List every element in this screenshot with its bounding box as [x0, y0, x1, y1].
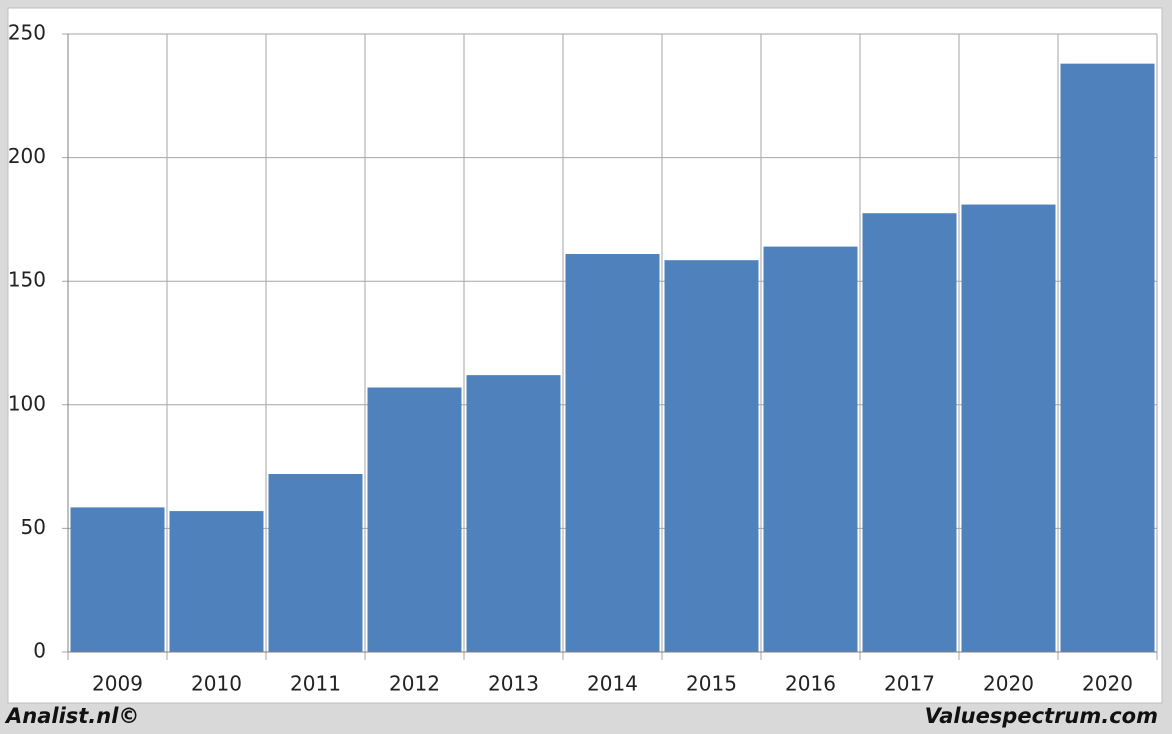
bar [169, 511, 264, 652]
source-right: Valuespectrum.com [925, 704, 1158, 728]
x-tick-label: 2017 [884, 672, 935, 696]
x-tick-label: 2020 [1082, 672, 1133, 696]
y-tick-label: 50 [21, 515, 46, 539]
bar [763, 246, 858, 653]
x-tick-label: 2015 [686, 672, 737, 696]
x-tick-label: 2013 [488, 672, 539, 696]
y-tick-label: 150 [8, 268, 46, 292]
bar [862, 213, 957, 652]
x-tick-label: 2016 [785, 672, 836, 696]
bar [1060, 63, 1155, 652]
x-tick-label: 2011 [290, 672, 341, 696]
y-tick-label: 250 [8, 21, 46, 45]
bar [565, 254, 660, 652]
bar [367, 387, 462, 652]
y-tick-label: 100 [8, 391, 46, 415]
x-tick-label: 2012 [389, 672, 440, 696]
x-tick-label: 2014 [587, 672, 638, 696]
bar [268, 474, 363, 652]
bar [961, 204, 1056, 652]
x-tick-label: 2010 [191, 672, 242, 696]
x-tick-label: 2009 [92, 672, 143, 696]
bar [664, 260, 759, 652]
x-tick-label: 2020 [983, 672, 1034, 696]
source-left: Analist.nl© [4, 704, 139, 728]
y-tick-label: 0 [33, 639, 46, 663]
bar [466, 375, 561, 652]
y-tick-label: 200 [8, 144, 46, 168]
bar [70, 507, 165, 652]
